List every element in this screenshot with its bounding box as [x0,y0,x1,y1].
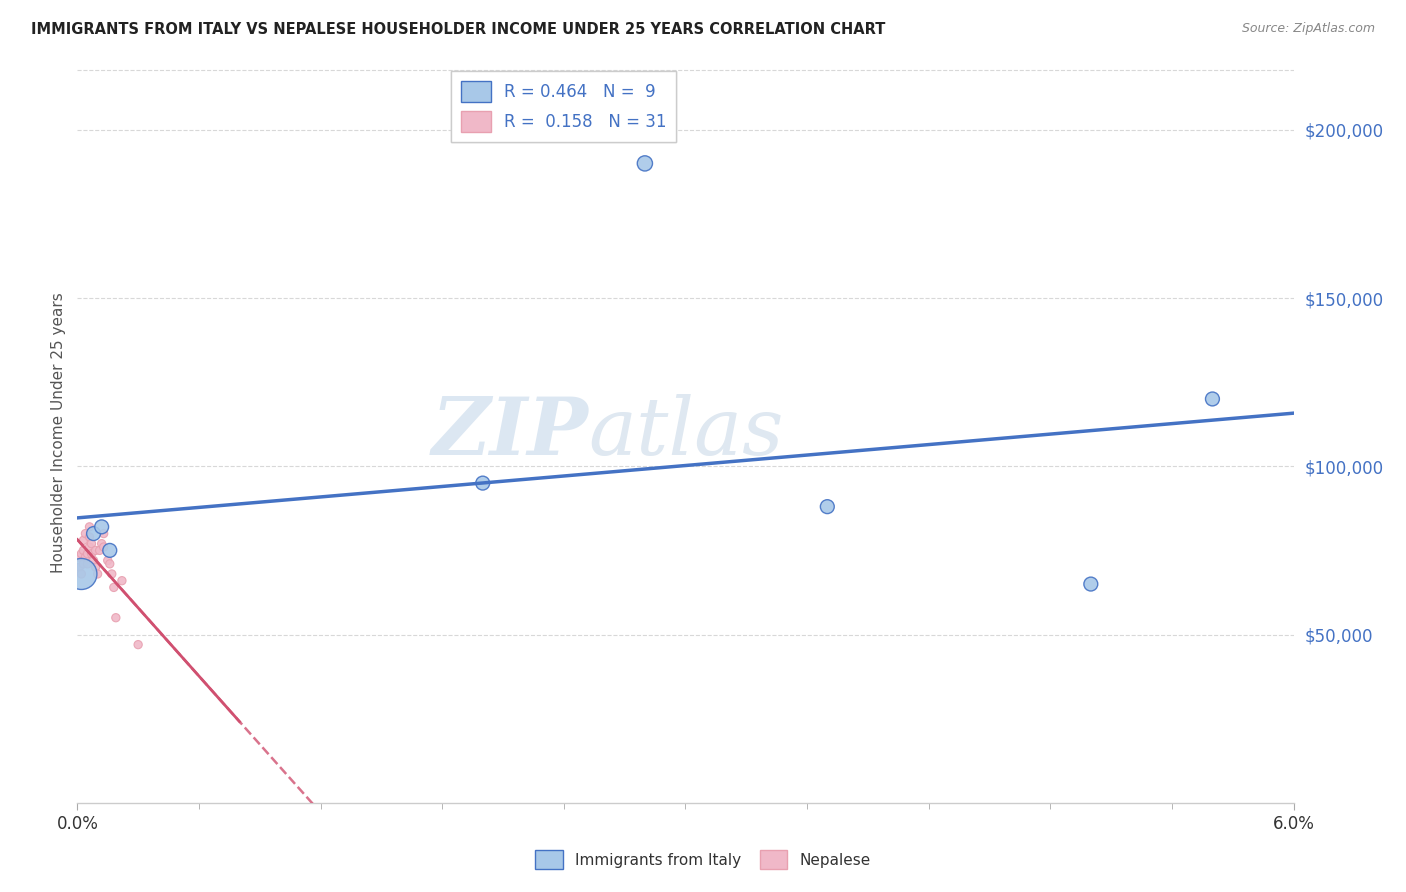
Point [127,638,149,652]
Point [80,536,103,550]
Point [98,557,121,571]
Point [97,553,120,567]
Point [70,547,93,561]
Point [80,547,103,561]
Point [98,543,121,558]
Legend: Immigrants from Italy, Nepalese: Immigrants from Italy, Nepalese [529,844,877,875]
Point [75,550,97,565]
Point [90,536,112,550]
Y-axis label: Householder Income Under 25 years: Householder Income Under 25 years [51,293,66,573]
Point [79,530,101,544]
Point [93,540,115,554]
Point [70,566,93,581]
Legend: R = 0.464   N =  9, R =  0.158   N = 31: R = 0.464 N = 9, R = 0.158 N = 31 [450,70,676,142]
Text: Source: ZipAtlas.com: Source: ZipAtlas.com [1241,22,1375,36]
Text: IMMIGRANTS FROM ITALY VS NEPALESE HOUSEHOLDER INCOME UNDER 25 YEARS CORRELATION : IMMIGRANTS FROM ITALY VS NEPALESE HOUSEH… [31,22,886,37]
Point [634,156,657,170]
Point [90,520,112,534]
Point [72,557,94,571]
Point [111,574,134,588]
Point [103,581,125,595]
Point [79,520,101,534]
Point [1201,392,1223,406]
Point [83,526,105,541]
Point [70,566,93,581]
Text: atlas: atlas [588,394,783,471]
Point [79,540,101,554]
Point [84,560,107,574]
Text: ZIP: ZIP [432,394,588,471]
Point [83,553,105,567]
Point [89,543,111,558]
Point [76,547,98,561]
Point [93,526,115,541]
Point [815,500,838,514]
Point [471,476,494,491]
Point [67,560,90,574]
Point [84,543,107,558]
Point [86,566,108,581]
Point [67,550,90,565]
Point [101,566,124,581]
Point [104,610,127,624]
Point [72,533,94,548]
Point [72,543,94,558]
Point [75,526,97,541]
Point [76,557,98,571]
Point [1080,577,1102,591]
